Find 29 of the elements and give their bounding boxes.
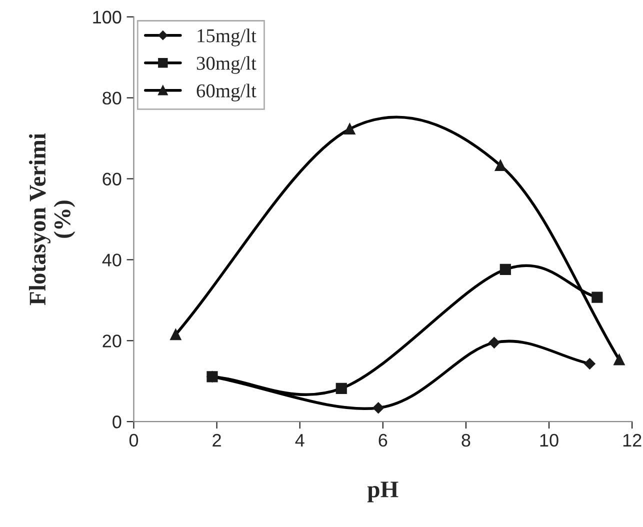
point xyxy=(372,402,384,414)
point xyxy=(336,382,347,394)
point xyxy=(344,123,356,135)
x-axis-title: pH xyxy=(367,482,398,502)
legend-label: 30mg/lt xyxy=(196,56,256,74)
point xyxy=(584,358,596,370)
x-tick-label: 0 xyxy=(129,434,138,447)
point xyxy=(500,264,511,275)
y-tick-label: 40 xyxy=(102,254,122,266)
x-tick-label: 4 xyxy=(295,434,304,446)
y-tick-label: 100 xyxy=(93,10,122,24)
y-tick-label: 80 xyxy=(102,92,122,105)
x-tick-label: 8 xyxy=(462,434,470,447)
point xyxy=(170,329,182,340)
y-tick-label: 0 xyxy=(112,416,122,428)
point xyxy=(592,292,603,303)
point xyxy=(488,337,500,348)
point xyxy=(614,354,625,366)
x-tick-label: 2 xyxy=(212,434,221,446)
y-axis-title: Flotasyon Verimi (%) xyxy=(28,133,76,306)
x-tick-label: 10 xyxy=(540,434,558,447)
point xyxy=(494,160,506,171)
legend-label: 15mg/lt xyxy=(198,28,256,46)
legend-label: 60mg/lt xyxy=(196,84,256,102)
point xyxy=(206,371,218,382)
y-tick-label: 60 xyxy=(102,172,122,186)
x-tick-label: 12 xyxy=(623,434,642,446)
x-tick-label: 6 xyxy=(378,434,388,447)
y-tick-label: 20 xyxy=(102,334,122,348)
